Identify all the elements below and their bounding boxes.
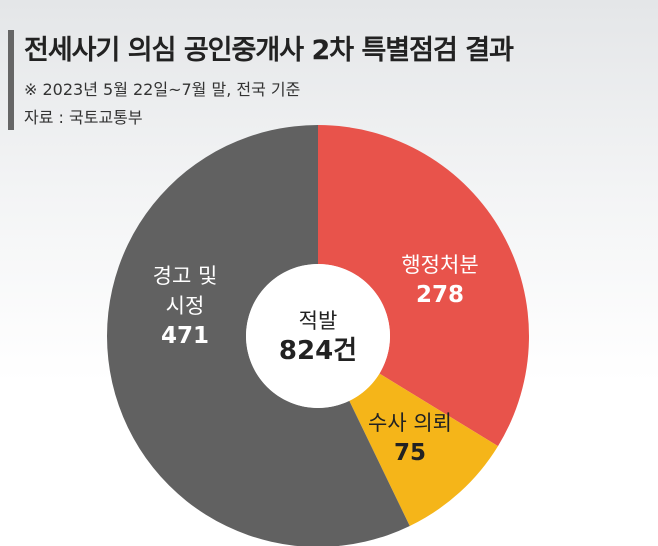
center-title: 적발 [298,309,338,333]
slice [318,125,530,447]
category-label: 행정처분 [401,253,479,277]
slice [107,125,410,546]
category-label: 수사 의뢰 [368,411,452,435]
value-label: 471 [160,323,209,349]
segment-label: 경고 및 시정 471 [140,261,230,351]
title: 전세사기 의심 공인중개사 2차 특별점검 결과 [24,35,514,66]
value-label: 75 [393,440,426,466]
slice [349,373,498,527]
source: 자료 : 국토교통부 [24,108,143,127]
center-hole [246,264,390,408]
segment-label: 행정처분 278 [401,250,478,310]
accent-bar [8,30,14,130]
center-value: 824건 [278,336,358,366]
category-label: 경고 및 시정 [152,264,218,318]
segment-label: 수사 의뢰 75 [368,408,452,468]
center-label: 적발 824건 [279,306,357,366]
subtitle: ※ 2023년 5월 22일~7월 말, 전국 기준 [24,80,301,99]
value-label: 278 [415,282,464,308]
